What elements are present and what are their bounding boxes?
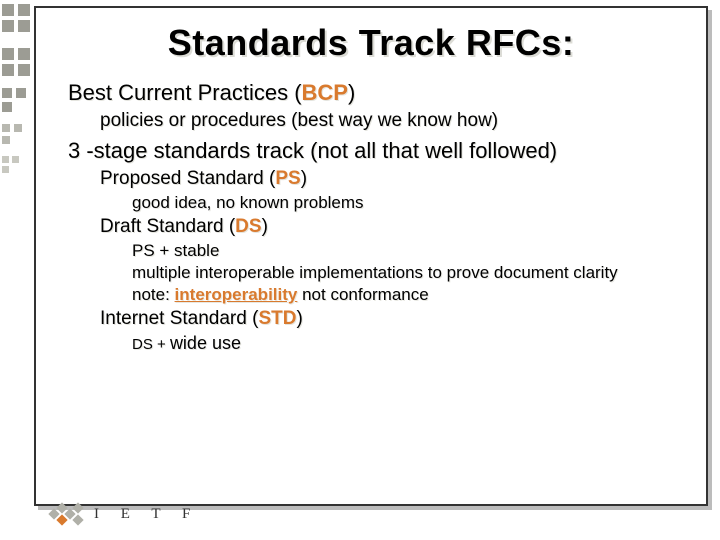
bullet-ds-sub1: PS + stable <box>132 241 682 261</box>
text: wide use <box>170 333 241 353</box>
bullet-ps: Proposed Standard (PS) <box>100 168 682 190</box>
text: ) <box>296 308 302 329</box>
text: not conformance <box>297 285 428 304</box>
text: ) <box>262 216 268 237</box>
accent-std: STD <box>258 308 296 329</box>
accent-bcp: BCP <box>302 80 348 105</box>
text: ) <box>301 168 307 189</box>
bullet-std: Internet Standard (STD) <box>100 308 682 330</box>
decorative-squares-left <box>0 0 32 540</box>
ietf-logo: I E T F <box>44 502 199 526</box>
bullet-bcp-sub: policies or procedures (best way we know… <box>100 110 682 132</box>
text: ) <box>348 80 355 105</box>
text: Proposed Standard ( <box>100 168 275 189</box>
text: note: <box>132 285 175 304</box>
accent-ps: PS <box>275 168 300 189</box>
bullet-std-sub: DS + wide use <box>132 333 682 354</box>
slide-title: Standards Track RFCs: <box>60 22 682 64</box>
accent-interop: interoperability <box>175 285 298 304</box>
slide-frame: Standards Track RFCs: Best Current Pract… <box>34 6 708 506</box>
diamond-icon <box>44 502 88 526</box>
bullet-ps-sub: good idea, no known problems <box>132 193 682 213</box>
bullet-ds-sub3: note: interoperability not conformance <box>132 285 682 305</box>
accent-ds: DS <box>235 216 261 237</box>
bullet-bcp: Best Current Practices (BCP) <box>68 80 682 106</box>
bullet-ds: Draft Standard (DS) <box>100 216 682 238</box>
bullet-ds-sub2: multiple interoperable implementations t… <box>132 263 682 283</box>
bullet-track: 3 -stage standards track (not all that w… <box>68 138 682 164</box>
text: Draft Standard ( <box>100 216 235 237</box>
text: Internet Standard ( <box>100 308 258 329</box>
text: DS + <box>132 336 170 353</box>
ietf-text: I E T F <box>94 506 199 523</box>
text: Best Current Practices ( <box>68 80 302 105</box>
